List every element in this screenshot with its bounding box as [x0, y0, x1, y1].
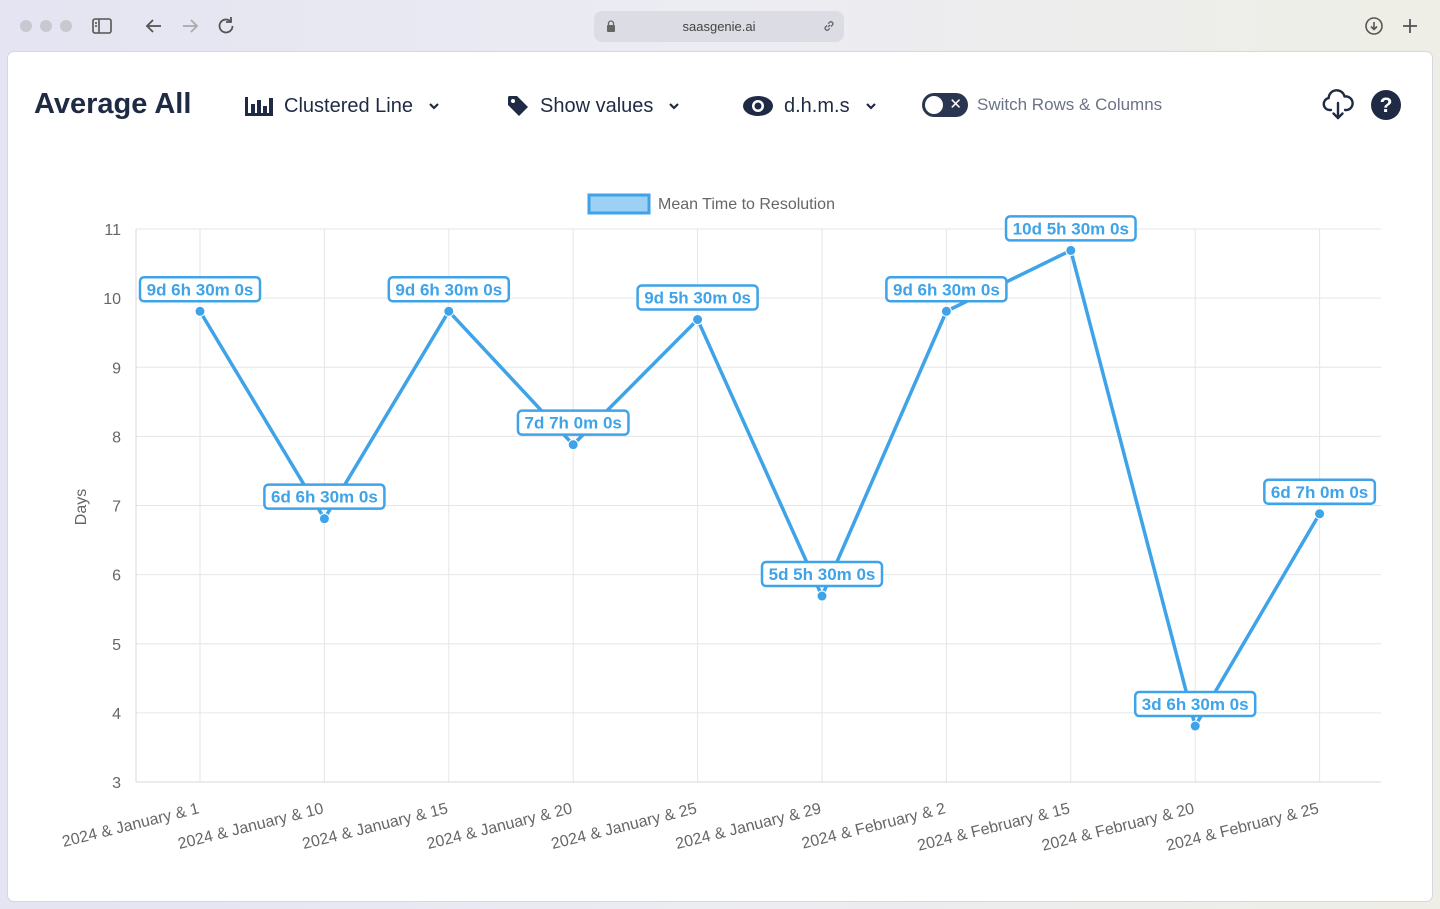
show-values-dropdown[interactable]: Show values — [506, 92, 681, 120]
cloud-download-icon[interactable] — [1321, 88, 1355, 122]
show-values-label: Show values — [540, 94, 654, 117]
browser-toolbar: saasgenie.ai — [0, 0, 1440, 52]
toggle-knob — [925, 96, 943, 114]
time-format-label: d.h.m.s — [784, 94, 850, 117]
report-page: Average All Clustered Line Show values d… — [8, 52, 1432, 901]
data-point — [1314, 508, 1326, 520]
y-tick-label: 11 — [104, 222, 121, 239]
data-label-box — [885, 276, 1008, 303]
switch-rows-columns-label: Switch Rows & Columns — [977, 95, 1163, 114]
y-tick-label: 5 — [112, 637, 121, 654]
help-icon[interactable]: ? — [1369, 88, 1403, 122]
window-close-dot[interactable] — [20, 20, 32, 32]
bar-chart-icon — [245, 97, 273, 116]
link-icon[interactable] — [822, 19, 836, 33]
download-icon[interactable] — [1362, 14, 1386, 38]
y-tick-label: 7 — [112, 499, 121, 516]
data-label: 7d 7h 0m 0s — [525, 414, 622, 433]
data-label-box — [1133, 690, 1257, 718]
data-point — [816, 590, 828, 602]
close-x-icon: ✕ — [949, 96, 962, 113]
legend-swatch — [587, 193, 651, 215]
data-point — [692, 314, 704, 326]
lock-icon — [604, 19, 618, 33]
data-label-box — [636, 284, 759, 311]
data-point — [443, 305, 455, 317]
data-label-box — [516, 409, 630, 436]
reload-icon[interactable] — [214, 14, 238, 38]
data-point — [318, 513, 330, 525]
data-label: 9d 6h 30m 0s — [395, 280, 502, 299]
chevron-down-icon — [669, 103, 680, 110]
series-line — [198, 248, 1322, 728]
data-label: 9d 6h 30m 0s — [147, 280, 254, 299]
eye-icon — [743, 96, 773, 116]
chart-type-label: Clustered Line — [284, 94, 413, 117]
back-arrow-icon[interactable] — [142, 14, 166, 38]
legend-label: Mean Time to Resolution — [658, 196, 835, 213]
data-label: 6d 7h 0m 0s — [1271, 483, 1368, 502]
data-label-box — [138, 276, 262, 303]
y-tick-label: 3 — [112, 775, 121, 792]
url-text: saasgenie.ai — [682, 19, 756, 34]
tag-icon — [508, 96, 528, 116]
chevron-down-icon — [865, 103, 876, 110]
new-tab-plus-icon[interactable] — [1398, 14, 1422, 38]
time-format-dropdown[interactable]: d.h.m.s — [742, 92, 878, 120]
data-label: 5d 5h 30m 0s — [769, 565, 876, 584]
data-point — [940, 305, 952, 317]
chevron-down-icon — [429, 103, 439, 110]
switch-rows-columns-toggle[interactable]: ✕ — [922, 93, 968, 117]
data-label-box — [1263, 478, 1377, 506]
data-label: 9d 6h 30m 0s — [893, 280, 1000, 299]
data-label-box — [760, 560, 884, 588]
svg-text:?: ? — [1380, 94, 1393, 117]
data-label: 6d 6h 30m 0s — [271, 488, 378, 507]
data-point — [1065, 244, 1077, 256]
data-point — [194, 305, 206, 317]
data-point — [567, 439, 579, 451]
y-axis-title: Days — [73, 489, 90, 525]
y-tick-label: 4 — [112, 706, 121, 723]
sidebar-toggle-icon[interactable] — [90, 14, 114, 38]
data-label: 3d 6h 30m 0s — [1142, 695, 1249, 714]
data-label-box — [1004, 215, 1137, 242]
data-label: 9d 5h 30m 0s — [644, 289, 751, 308]
y-tick-label: 9 — [112, 360, 121, 377]
data-label: 10d 5h 30m 0s — [1013, 219, 1129, 238]
window-minimize-dot[interactable] — [40, 20, 52, 32]
data-label-box — [263, 483, 386, 510]
chart-type-dropdown[interactable]: Clustered Line — [244, 92, 441, 120]
page-title: Average All — [34, 88, 192, 120]
window-zoom-dot[interactable] — [60, 20, 72, 32]
address-bar[interactable]: saasgenie.ai — [594, 11, 844, 42]
y-tick-label: 10 — [103, 291, 121, 308]
data-point — [1189, 720, 1201, 732]
y-tick-label: 6 — [112, 568, 121, 585]
y-tick-label: 8 — [112, 429, 121, 446]
forward-arrow-icon[interactable] — [178, 14, 202, 38]
data-label-box — [387, 276, 511, 303]
